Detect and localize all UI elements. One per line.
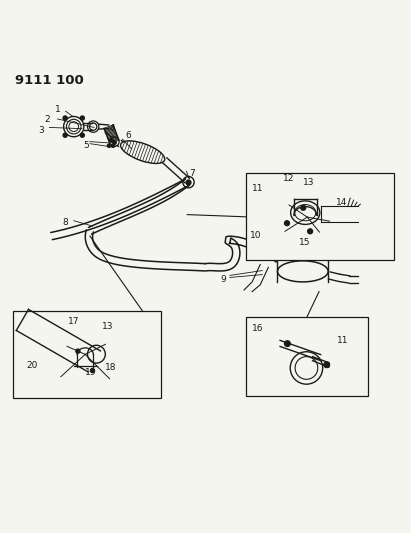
- Text: 16: 16: [252, 324, 263, 333]
- Text: 9: 9: [221, 275, 226, 284]
- Circle shape: [80, 116, 84, 120]
- Text: 5: 5: [83, 141, 89, 150]
- Text: 11: 11: [252, 184, 263, 193]
- Circle shape: [308, 229, 312, 234]
- Bar: [246, 317, 368, 396]
- Text: 7: 7: [189, 169, 195, 177]
- Text: 12: 12: [283, 174, 294, 183]
- Circle shape: [284, 341, 290, 346]
- Bar: [13, 311, 161, 398]
- Text: 15: 15: [299, 238, 311, 247]
- Text: 6: 6: [126, 132, 132, 141]
- Circle shape: [111, 144, 115, 147]
- Text: 14: 14: [336, 198, 347, 207]
- Circle shape: [80, 133, 84, 138]
- Text: 13: 13: [303, 179, 315, 188]
- Circle shape: [301, 205, 306, 210]
- Text: 9111 100: 9111 100: [15, 74, 84, 87]
- Circle shape: [63, 116, 67, 120]
- Bar: [246, 173, 394, 261]
- Text: 13: 13: [102, 322, 113, 331]
- Text: 19: 19: [85, 368, 97, 377]
- Text: 8: 8: [63, 218, 69, 227]
- Text: 1: 1: [55, 104, 60, 114]
- Text: 2: 2: [44, 115, 50, 124]
- Text: 17: 17: [68, 317, 79, 326]
- Circle shape: [324, 362, 330, 368]
- Text: 10: 10: [250, 231, 262, 240]
- Circle shape: [90, 369, 95, 373]
- Circle shape: [107, 144, 111, 147]
- Text: 20: 20: [26, 361, 38, 370]
- Circle shape: [284, 221, 289, 225]
- Text: 18: 18: [104, 362, 116, 372]
- Text: 4: 4: [109, 124, 115, 133]
- Circle shape: [76, 349, 80, 353]
- Text: 3: 3: [38, 126, 44, 135]
- Circle shape: [63, 133, 67, 138]
- Text: 11: 11: [337, 336, 348, 345]
- Circle shape: [110, 139, 113, 142]
